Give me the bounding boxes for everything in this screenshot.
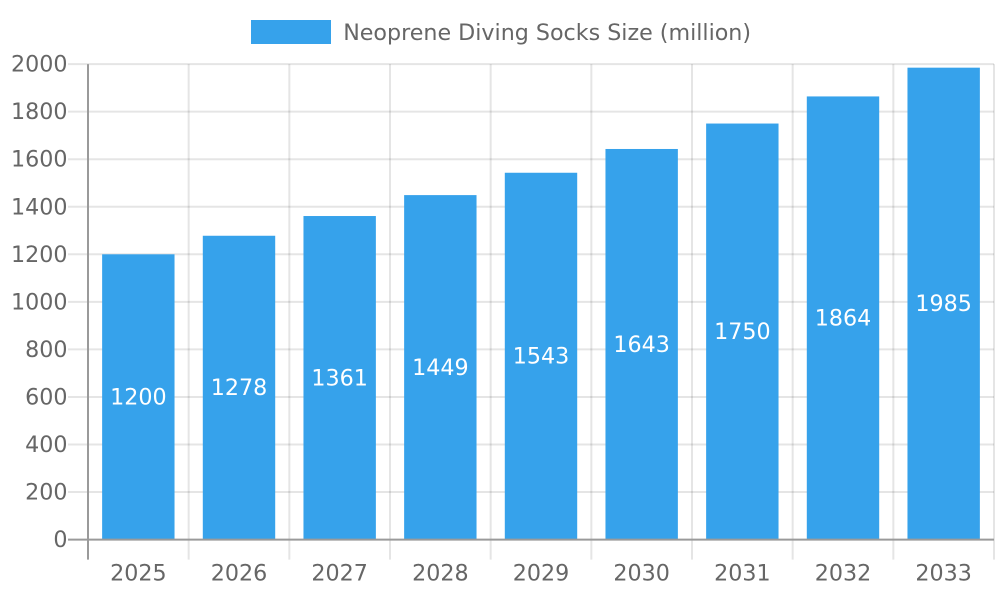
svg-text:1800: 1800 [11,99,67,125]
svg-text:Neoprene Diving Socks Size (mi: Neoprene Diving Socks Size (million) [343,20,751,46]
svg-text:1200: 1200 [110,384,166,410]
svg-text:1278: 1278 [211,375,267,401]
svg-text:2026: 2026 [211,561,267,587]
svg-text:1000: 1000 [11,289,67,315]
svg-text:2031: 2031 [714,561,770,587]
svg-text:2033: 2033 [915,561,971,587]
svg-text:2032: 2032 [815,561,871,587]
svg-text:1400: 1400 [11,194,67,220]
svg-text:1864: 1864 [815,306,871,332]
svg-text:1750: 1750 [714,319,770,345]
svg-text:1449: 1449 [412,355,468,381]
svg-text:200: 200 [25,480,67,506]
svg-text:2030: 2030 [613,561,669,587]
svg-text:1600: 1600 [11,147,67,173]
svg-text:600: 600 [25,384,67,410]
svg-text:2029: 2029 [513,561,569,587]
svg-text:2025: 2025 [110,561,166,587]
svg-text:400: 400 [25,432,67,458]
svg-text:1543: 1543 [513,344,569,370]
svg-text:1200: 1200 [11,242,67,268]
svg-text:1985: 1985 [915,291,971,317]
svg-text:2000: 2000 [11,52,67,78]
svg-text:2027: 2027 [311,561,367,587]
svg-text:1361: 1361 [311,365,367,391]
svg-text:800: 800 [25,337,67,363]
svg-text:0: 0 [53,527,67,553]
svg-text:1643: 1643 [613,332,669,358]
svg-text:2028: 2028 [412,561,468,587]
